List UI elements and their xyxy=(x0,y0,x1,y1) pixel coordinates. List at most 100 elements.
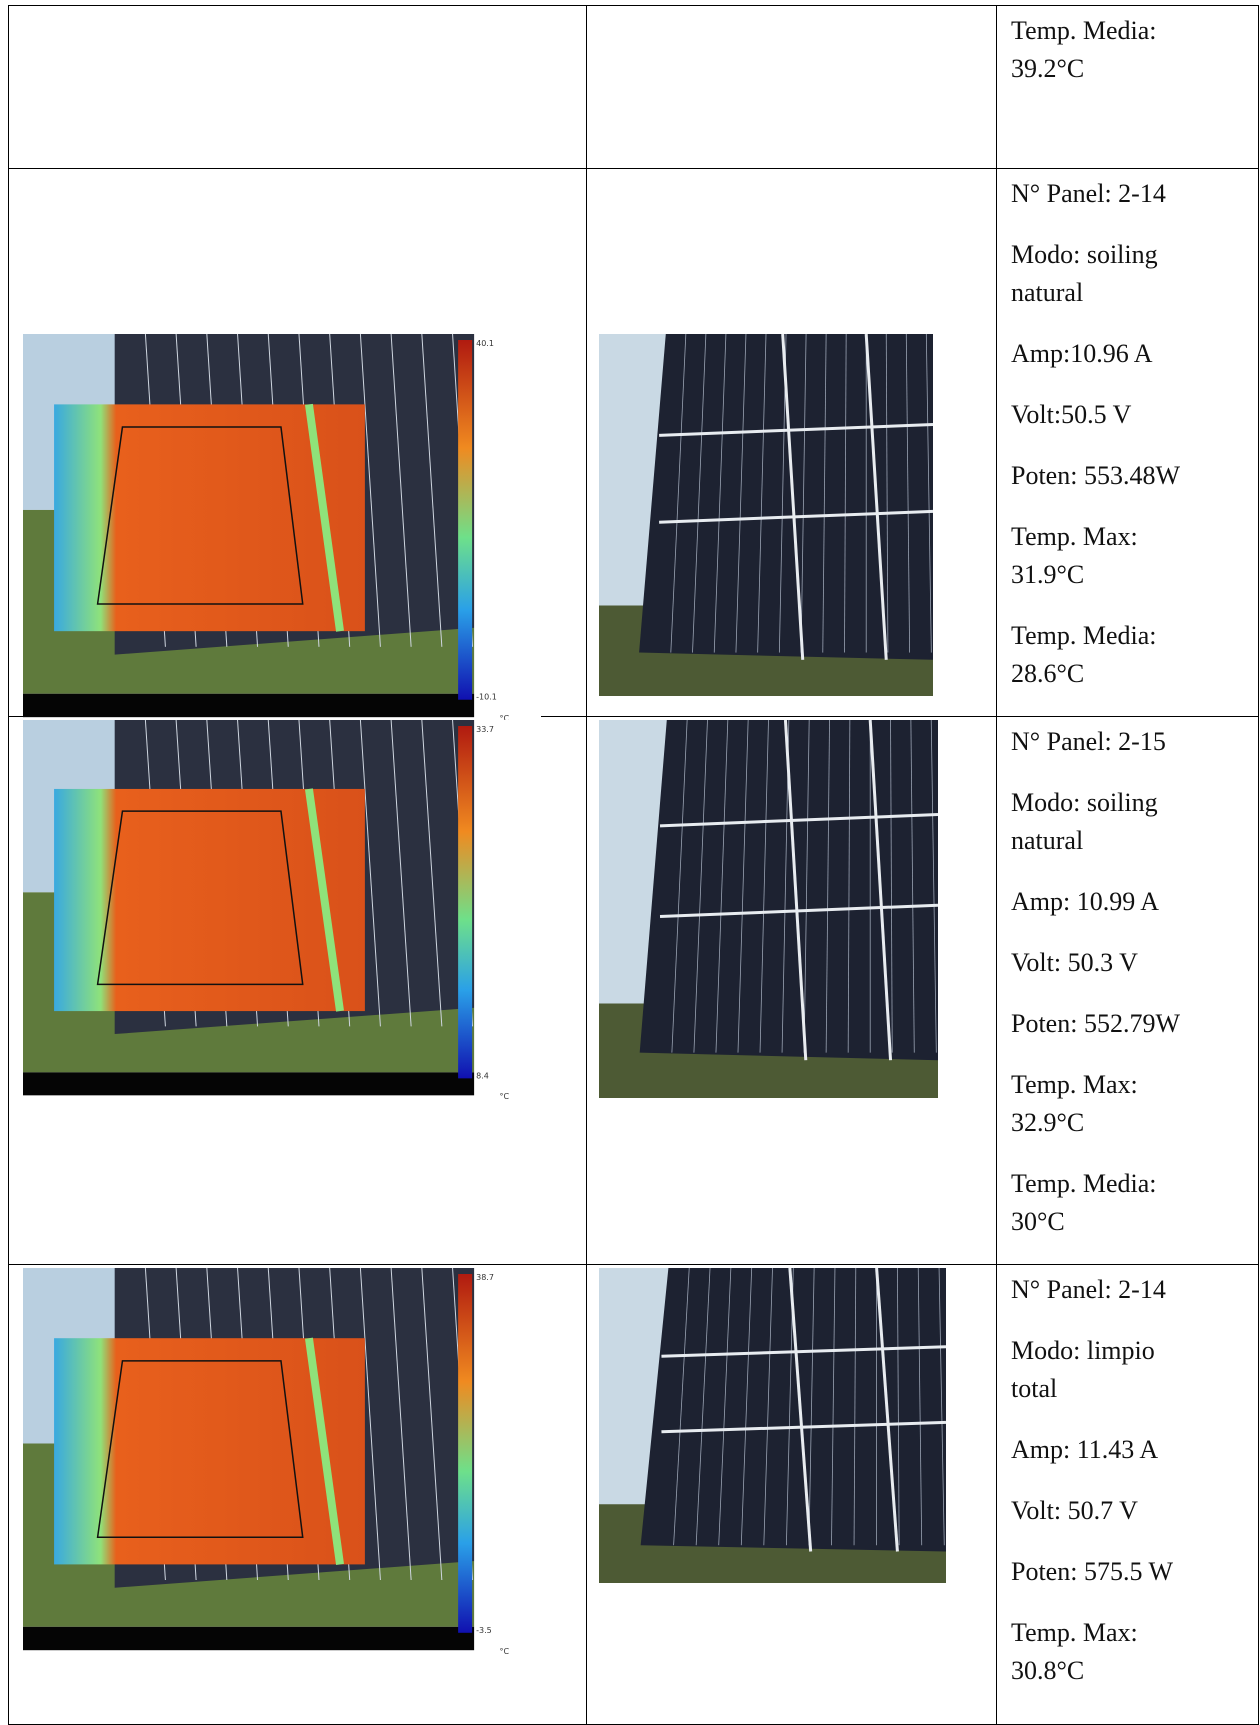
info-line: 32.9°C xyxy=(1011,1108,1085,1137)
info-line: Amp:10.96 A xyxy=(1011,339,1153,368)
panel-line xyxy=(359,720,381,1027)
info-block: N° Panel: 2-15 Modo: soiling natural Amp: 1… xyxy=(997,717,1258,1241)
scale-min: 8.4 xyxy=(476,1071,489,1080)
info-cell: N° Panel: 2-14 Modo: limpio total Amp: 11.4… xyxy=(996,1264,1259,1725)
stripe xyxy=(304,1337,344,1565)
legend-bg xyxy=(474,334,541,725)
cell-line xyxy=(718,1268,732,1546)
info-item: Amp: 10.99 A xyxy=(1011,883,1248,921)
cell-line xyxy=(759,720,769,1053)
info-line: Poten: 575.5 W xyxy=(1011,1557,1174,1586)
roi xyxy=(96,810,304,986)
cell-line xyxy=(831,1268,836,1546)
panel-photo xyxy=(599,720,938,1098)
photo-cell xyxy=(586,1264,997,1725)
info-line: Modo: limpio xyxy=(1011,1336,1155,1365)
cell-line xyxy=(803,720,810,1053)
frame xyxy=(659,509,933,524)
info-item: Amp:10.96 A xyxy=(1011,335,1248,373)
info-line: 28.6°C xyxy=(1011,659,1085,688)
thermal-cell: 33.7 8.4 °C xyxy=(8,716,587,1265)
scale-min: -10.1 xyxy=(476,693,497,702)
scale-max: 40.1 xyxy=(476,339,494,348)
info-line: 30°C xyxy=(1011,1207,1065,1236)
panel-line xyxy=(390,334,412,647)
cell-line xyxy=(910,720,915,1053)
frame xyxy=(659,903,938,919)
scale-max: 38.7 xyxy=(476,1273,494,1282)
info-line: Amp: 10.99 A xyxy=(1011,887,1160,916)
info-item: Poten: 552.79W xyxy=(1011,1005,1248,1043)
panels xyxy=(639,334,933,660)
panel-line xyxy=(359,1268,381,1581)
panel-line xyxy=(421,334,443,647)
info-line: Temp. Media: xyxy=(1011,16,1157,45)
cell-line xyxy=(885,334,889,653)
frame xyxy=(783,720,808,1061)
colorbar xyxy=(458,340,473,700)
thermal-image: 33.7 8.4 °C xyxy=(23,720,541,1103)
info-line: Volt: 50.3 V xyxy=(1011,948,1138,977)
info-cell: N° Panel: 2-14 Modo: soiling natural Amp:10… xyxy=(996,168,1259,717)
info-item: N° Panel: 2-14 xyxy=(1011,175,1248,213)
thermal-overlay xyxy=(54,788,365,1012)
cell-line xyxy=(692,334,707,653)
cell-line xyxy=(938,1268,945,1546)
frame xyxy=(661,1420,946,1434)
frame xyxy=(788,1268,813,1552)
cell-line xyxy=(800,334,807,653)
cell-line xyxy=(757,334,767,653)
frame xyxy=(659,813,938,828)
info-item: Volt: 50.3 V xyxy=(1011,944,1248,982)
panels xyxy=(640,1268,946,1552)
cell-line xyxy=(917,1268,923,1546)
frame xyxy=(868,720,893,1061)
bottom-bar xyxy=(23,1072,482,1096)
frame xyxy=(661,1345,946,1358)
info-line: Volt:50.5 V xyxy=(1011,400,1132,429)
info-line: Temp. Max: xyxy=(1011,522,1138,551)
info-item: Temp. Media: 30°C xyxy=(1011,1165,1248,1241)
thermal-overlay xyxy=(54,404,365,632)
cell-line xyxy=(695,1268,711,1546)
info-item: Volt: 50.7 V xyxy=(1011,1492,1248,1530)
info-item: Temp. Max: 32.9°C xyxy=(1011,1066,1248,1142)
cell-line xyxy=(897,1268,900,1546)
bottom-bar xyxy=(23,1626,482,1651)
info-line: Poten: 552.79W xyxy=(1011,1009,1180,1038)
table-row: Temp. Media: 39.2°C xyxy=(8,5,1259,169)
cell-line xyxy=(763,1268,773,1546)
panel-line xyxy=(359,334,381,647)
thermal-cell xyxy=(8,5,587,169)
cell-line xyxy=(844,334,847,653)
info-item: Poten: 553.48W xyxy=(1011,457,1248,495)
info-item: Temp. Media: 28.6°C xyxy=(1011,617,1248,693)
info-line: Temp. Media: xyxy=(1011,1169,1157,1198)
info-item: Modo: soiling natural xyxy=(1011,784,1248,860)
cell-line xyxy=(670,334,687,653)
photo-cell xyxy=(586,716,997,1265)
frame xyxy=(875,1268,899,1552)
bottom-bar xyxy=(23,693,482,718)
info-line: Volt: 50.7 V xyxy=(1011,1496,1138,1525)
photo-cell xyxy=(586,168,997,717)
info-line: N° Panel: 2-14 xyxy=(1011,1275,1166,1304)
stripe xyxy=(304,788,344,1012)
cell-line xyxy=(925,334,932,653)
frame xyxy=(659,423,933,437)
roi xyxy=(96,426,304,605)
panel-line xyxy=(390,720,412,1027)
table-row: 33.7 8.4 °C N° Panel: 2-15 Modo: soiling natu… xyxy=(8,716,1259,1265)
table-body: Temp. Media: 39.2°C 40.1 -10.1 °C N° Panel: 2… xyxy=(8,5,1259,1725)
scale-min: -3.5 xyxy=(476,1626,492,1635)
info-item: Temp. Max: 30.8°C xyxy=(1011,1614,1248,1690)
info-line: 39.2°C xyxy=(1011,54,1085,83)
results-table: Temp. Media: 39.2°C 40.1 -10.1 °C N° Panel: 2… xyxy=(8,5,1259,1725)
info-block: N° Panel: 2-14 Modo: limpio total Amp: 11.4… xyxy=(997,1265,1258,1690)
info-item: N° Panel: 2-15 xyxy=(1011,723,1248,761)
scale-unit: °C xyxy=(500,1647,510,1656)
thermal-image: 40.1-10.1°C xyxy=(23,334,541,725)
info-cell: Temp. Media: 39.2°C xyxy=(996,5,1259,169)
info-block: N° Panel: 2-14 Modo: soiling natural Amp:10… xyxy=(997,169,1258,693)
